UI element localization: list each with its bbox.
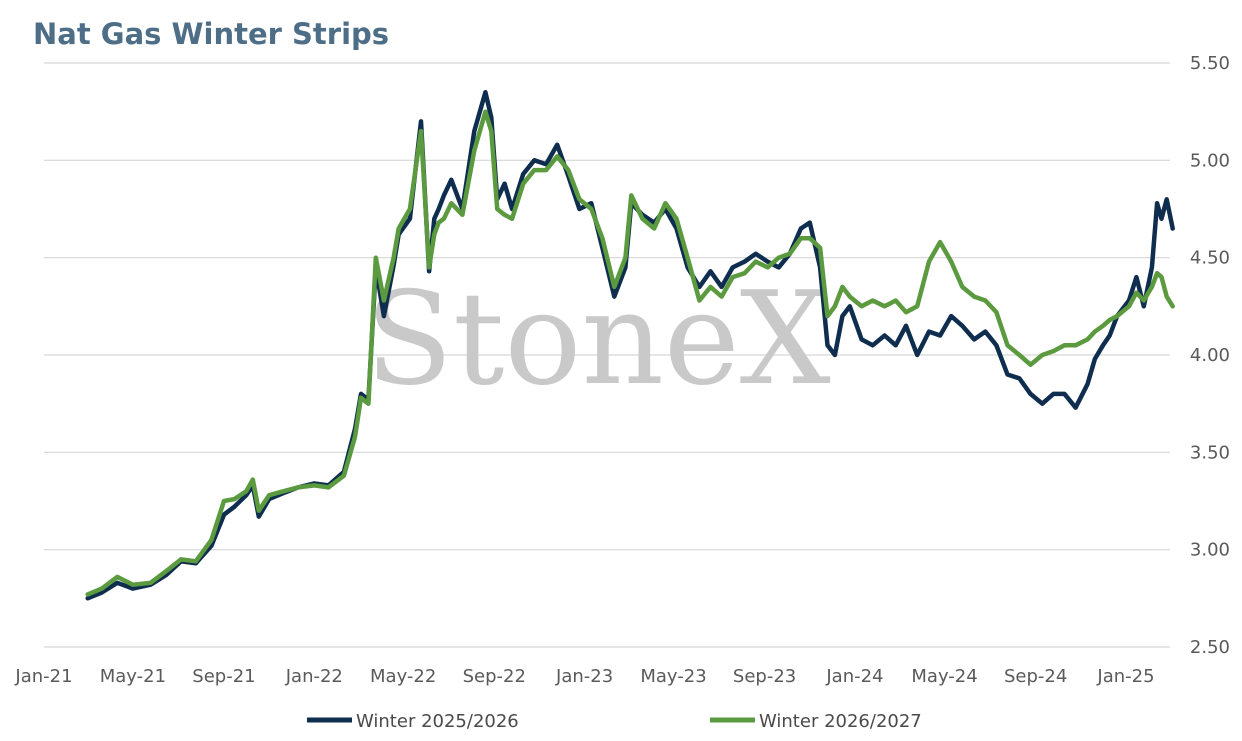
- y-axis-ticks: 2.50 3.00 3.50 4.00 4.50 5.00 5.50: [1190, 53, 1230, 658]
- series-line-winter-2026-2027: [85, 109, 1175, 597]
- x-tick-label: Sep-21: [192, 666, 255, 687]
- x-tick-label: Jan-22: [285, 666, 343, 687]
- stonex-watermark: StoneX: [365, 265, 831, 414]
- chart-title: Nat Gas Winter Strips: [33, 17, 389, 51]
- y-tick-label: 5.50: [1190, 53, 1230, 74]
- y-tick-label: 3.50: [1190, 442, 1230, 463]
- y-tick-label: 2.50: [1190, 637, 1230, 658]
- x-tick-label: Jan-21: [14, 666, 72, 687]
- x-tick-label: May-22: [370, 666, 436, 687]
- y-tick-label: 4.00: [1190, 345, 1230, 366]
- x-tick-label: May-21: [100, 666, 166, 687]
- y-tick-label: 5.00: [1190, 150, 1230, 171]
- x-tick-label: Jan-23: [555, 666, 613, 687]
- legend: Winter 2025/2026 Winter 2026/2027: [307, 711, 922, 732]
- legend-label-winter-2025-2026: Winter 2025/2026: [356, 711, 519, 732]
- y-tick-label: 3.00: [1190, 540, 1230, 561]
- x-tick-label: May-23: [640, 666, 706, 687]
- legend-label-winter-2026-2027: Winter 2026/2027: [759, 711, 922, 732]
- x-tick-label: Jan-24: [825, 666, 883, 687]
- x-tick-label: Jan-25: [1096, 666, 1154, 687]
- x-axis-ticks: Jan-21 May-21 Sep-21 Jan-22 May-22 Sep-22 Jan-…: [14, 666, 1154, 687]
- x-tick-label: Sep-24: [1004, 666, 1067, 687]
- x-tick-label: Sep-23: [733, 666, 796, 687]
- series-lines: [85, 89, 1175, 601]
- x-tick-label: May-24: [911, 666, 977, 687]
- y-tick-label: 4.50: [1190, 248, 1230, 269]
- x-tick-label: Sep-22: [463, 666, 526, 687]
